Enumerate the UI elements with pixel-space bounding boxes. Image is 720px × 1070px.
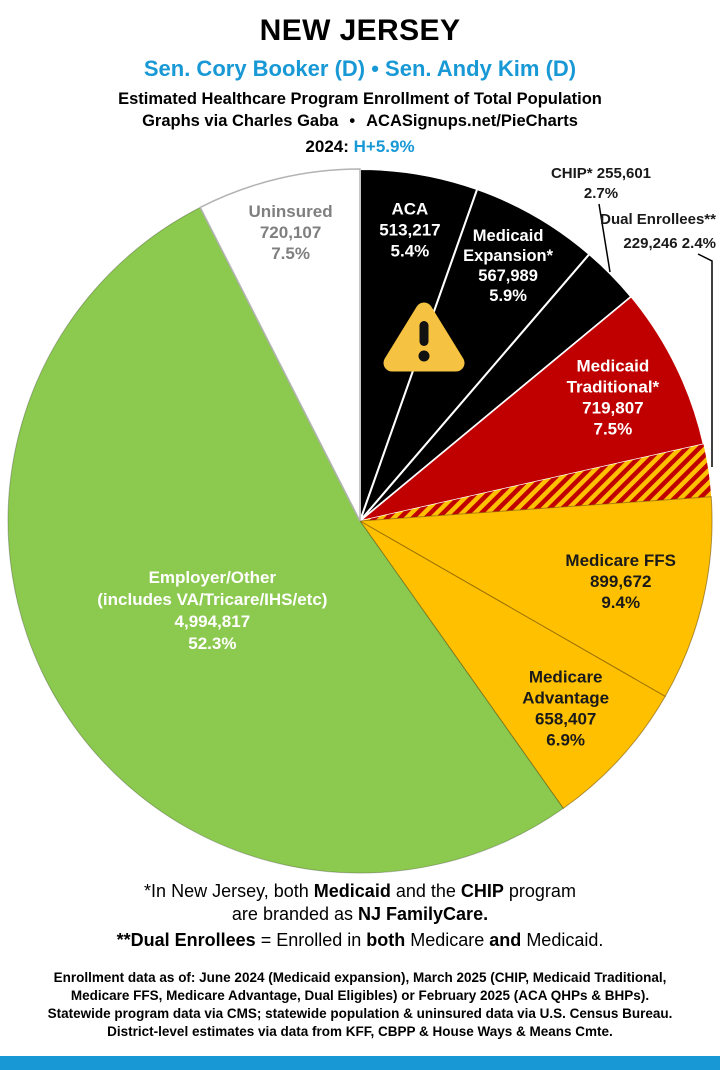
chart-subtitle: Estimated Healthcare Program Enrollment …	[118, 90, 602, 109]
pie-label-dual-enrollees: Dual Enrollees** 229,246 2.4%	[600, 211, 716, 252]
pie-label-employer-other: Employer/Other (includes VA/Tricare/IHS/e…	[97, 569, 327, 654]
year-value: H+5.9%	[353, 136, 415, 156]
credit-author: Graphs via Charles Gaba	[142, 112, 339, 131]
pie-label-medicare-ffs: Medicare FFS 899,672 9.4%	[565, 551, 676, 612]
pie-slice-medicare-ffs	[358, 496, 713, 698]
pie-label-aca: ACA 513,217 5.4%	[379, 200, 440, 261]
pie-slice-uninsured	[199, 168, 361, 522]
bottom-accent-bar	[0, 1056, 720, 1070]
data-sources-note: Enrollment data as of: June 2024 (Medica…	[0, 969, 720, 1040]
footnote-dual-enrollees: **Dual Enrollees = Enrolled in both Medi…	[116, 930, 604, 951]
pie-label-medicaid-traditional: Medicaid Traditional* 719,807 7.5%	[567, 357, 660, 439]
year-partisan-lean: 2024: H+5.9%	[0, 137, 720, 157]
chip-leader-line	[598, 204, 611, 273]
pie-slice-medicare-advantage	[359, 520, 666, 810]
pie-chart-area: ACA 513,217 5.4% Medicaid Expansion* 567,989 5…	[0, 164, 720, 878]
footnotes: *In New Jersey, both Medicaid and the CH…	[0, 880, 720, 952]
chart-header: NEW JERSEY Sen. Cory Booker (D) • Sen. A…	[0, 0, 720, 157]
credit-bullet: •	[349, 112, 356, 131]
senators-line: Sen. Cory Booker (D) • Sen. Andy Kim (D)	[143, 56, 577, 81]
pie-slice-employer-other	[7, 207, 564, 874]
credit-line: Graphs via Charles Gaba • ACASignups.net/P…	[0, 112, 720, 132]
pie-slice-medicaid-expansion	[359, 188, 591, 523]
year-label: 2024:	[305, 136, 349, 156]
sources-line-2: Medicare FFS, Medicare Advantage, Dual E…	[70, 988, 650, 1004]
pie-label-medicaid-expansion: Medicaid Expansion* 567,989 5.9%	[463, 227, 553, 305]
pie-label-chip: CHIP* 255,601 2.7%	[551, 165, 651, 202]
pie-slice-dual-enrollees	[360, 444, 712, 522]
sources-line-4: District-level estimates via data from K…	[107, 1023, 613, 1039]
footnote-nj-familycare-line2: are branded as NJ FamilyCare.	[231, 904, 489, 925]
credit-site: ACASignups.net/PieCharts	[366, 112, 578, 131]
sources-line-1: Enrollment data as of: June 2024 (Medica…	[53, 970, 667, 986]
state-title: NEW JERSEY	[259, 14, 461, 47]
pie-label-medicare-advantage: Medicare Advantage 658,407 6.9%	[522, 668, 609, 750]
warning-icon	[383, 302, 465, 372]
pie-label-uninsured: Uninsured 720,107 7.5%	[249, 202, 333, 263]
dual-enrollees-leader-line	[697, 253, 713, 468]
pie-slice-medicaid-traditional	[359, 295, 705, 523]
sources-line-3: Statewide program data via CMS; statewid…	[47, 1006, 673, 1022]
enrollment-pie-chart: ACA 513,217 5.4% Medicaid Expansion* 567,989 5…	[7, 165, 716, 874]
footnote-nj-familycare-line1: *In New Jersey, both Medicaid and the CH…	[144, 881, 576, 902]
